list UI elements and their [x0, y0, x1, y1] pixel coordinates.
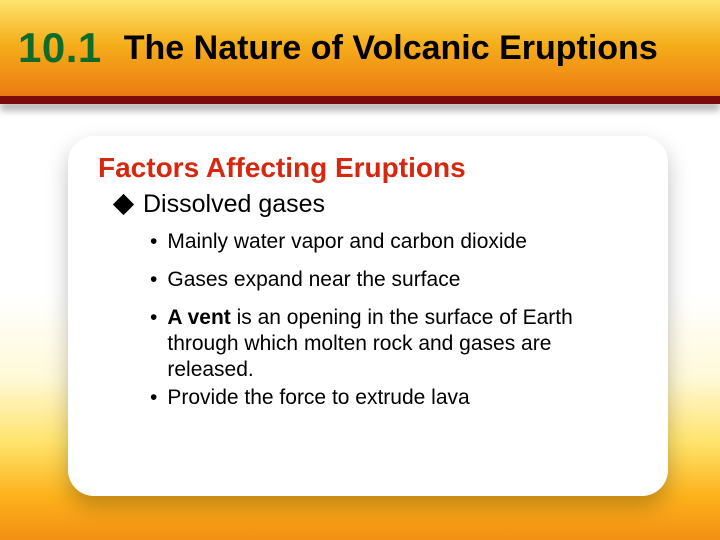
subheading: Factors Affecting Eruptions — [98, 152, 638, 184]
section-number: 10.1 — [18, 24, 102, 72]
bold-term: A vent — [167, 306, 230, 329]
bullet-text: A vent is an opening in the surface of E… — [167, 305, 638, 383]
list-item: • Provide the force to extrude lava — [150, 385, 638, 411]
content-card: Factors Affecting Eruptions Dissolved ga… — [68, 136, 668, 496]
slide: 10.1 The Nature of Volcanic Eruptions Fa… — [0, 0, 720, 540]
header-underline — [0, 96, 720, 104]
bullet-dot-icon: • — [150, 229, 157, 255]
bullet-list: • Mainly water vapor and carbon dioxide … — [150, 229, 638, 411]
bullet-text: Mainly water vapor and carbon dioxide — [167, 229, 527, 255]
bullet-dot-icon: • — [150, 267, 157, 293]
level1-item: Dissolved gases — [116, 190, 638, 219]
slide-title: The Nature of Volcanic Eruptions — [124, 29, 658, 68]
bullet-dot-icon: • — [150, 305, 157, 331]
list-item: • Gases expand near the surface — [150, 267, 638, 293]
bullet-dot-icon: • — [150, 385, 157, 411]
bullet-text: Gases expand near the surface — [167, 267, 460, 293]
list-item: • A vent is an opening in the surface of… — [150, 305, 638, 383]
diamond-icon — [113, 194, 134, 215]
slide-header: 10.1 The Nature of Volcanic Eruptions — [0, 0, 720, 96]
bullet-text: Provide the force to extrude lava — [167, 385, 469, 411]
level1-text: Dissolved gases — [143, 190, 325, 219]
list-item: • Mainly water vapor and carbon dioxide — [150, 229, 638, 255]
